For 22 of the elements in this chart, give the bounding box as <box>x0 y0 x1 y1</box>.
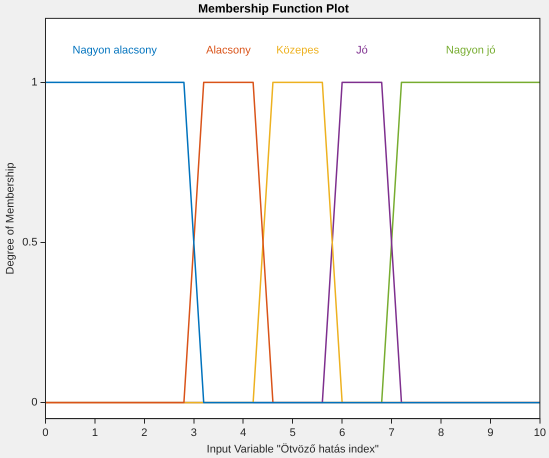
text: Nagyon alacsony <box>72 44 158 56</box>
x-tick-label: 10 <box>534 427 546 440</box>
x-axis-title: Input Variable "Ötvöző hatás index" <box>206 442 379 456</box>
x-tick-label: 3 <box>190 427 197 440</box>
x-tick-label: 9 <box>487 427 494 440</box>
x-tick-label: 4 <box>240 427 246 440</box>
x-tick-label: 2 <box>141 427 148 440</box>
x-tick-label: 0 <box>42 427 49 440</box>
y-tick-label: 0.5 <box>22 236 38 249</box>
y-tick-label: 0 <box>31 396 38 409</box>
x-tick-label: 7 <box>388 427 395 440</box>
text: Nagyon jó <box>446 44 496 56</box>
text: Alacsony <box>206 44 252 56</box>
x-tick-label: 6 <box>339 427 346 440</box>
chart-title: Membership Function Plot <box>198 2 349 16</box>
y-axis-title: Degree of Membership <box>4 162 17 274</box>
text: Közepes <box>276 44 320 56</box>
text: Jó <box>356 44 368 56</box>
y-tick-label: 1 <box>31 76 38 88</box>
x-tick-label: 5 <box>290 427 296 440</box>
x-tick-label: 1 <box>92 427 98 440</box>
x-tick-label: 8 <box>438 427 444 440</box>
